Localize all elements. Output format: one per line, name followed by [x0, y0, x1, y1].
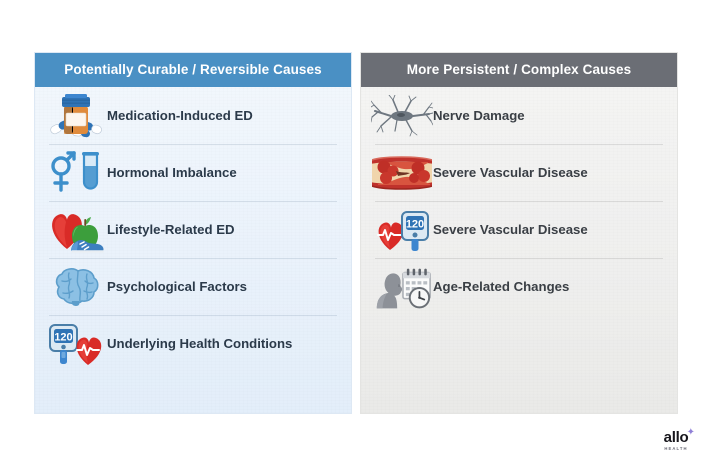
glucose-meter-heart-icon: 120 — [45, 319, 107, 369]
gender-symbols-test-tube-icon — [45, 148, 107, 198]
panel-right-header: More Persistent / Complex Causes — [361, 53, 677, 87]
neuron-icon — [371, 91, 433, 141]
list-item-label: Psychological Factors — [107, 279, 247, 294]
list-item-label: Nerve Damage — [433, 108, 525, 123]
heart-apple-sneaker-icon — [45, 205, 107, 255]
sparkle-icon: ✦ — [686, 427, 695, 438]
list-item[interactable]: Severe Vascular Disease — [361, 144, 677, 201]
brain-icon — [45, 262, 107, 312]
panel-more-persistent: More Persistent / Complex Causes — [360, 52, 678, 414]
list-item-label: Severe Vascular Disease — [433, 222, 588, 237]
list-item[interactable]: Lifestyle-Related ED — [35, 201, 351, 258]
list-item[interactable]: 120 Severe Vascular Disease — [361, 201, 677, 258]
panel-left-list: Medication-Induced ED — [35, 87, 351, 372]
panel-potentially-curable: Potentially Curable / Reversible Causes — [34, 52, 352, 414]
list-item-label: Hormonal Imbalance — [107, 165, 237, 180]
panel-left-header: Potentially Curable / Reversible Causes — [35, 53, 351, 87]
logo-wordmark: allo — [663, 429, 689, 446]
list-item[interactable]: Medication-Induced ED — [35, 87, 351, 144]
pill-bottle-icon — [45, 91, 107, 141]
panel-right-list: Nerve Damage — [361, 87, 677, 315]
meter-value-text: 120 — [54, 331, 72, 343]
heart-glucose-meter-icon: 120 — [371, 205, 433, 255]
allo-health-logo: ✦ allo HEALTH — [652, 427, 700, 460]
list-item-label: Severe Vascular Disease — [433, 165, 588, 180]
list-item[interactable]: 120 Underlying Health Conditions — [35, 315, 351, 372]
list-item-label: Lifestyle-Related ED — [107, 222, 235, 237]
clogged-artery-icon — [371, 148, 433, 198]
elderly-man-calendar-clock-icon — [371, 262, 433, 312]
list-item[interactable]: Nerve Damage — [361, 87, 677, 144]
list-item-label: Underlying Health Conditions — [107, 336, 293, 351]
list-item[interactable]: Psychological Factors — [35, 258, 351, 315]
list-item-label: Age-Related Changes — [433, 279, 570, 294]
meter-value-text: 120 — [406, 218, 424, 230]
list-item-label: Medication-Induced ED — [107, 108, 253, 123]
logo-subtext: HEALTH — [664, 446, 688, 451]
list-item[interactable]: Hormonal Imbalance — [35, 144, 351, 201]
list-item[interactable]: Age-Related Changes — [361, 258, 677, 315]
